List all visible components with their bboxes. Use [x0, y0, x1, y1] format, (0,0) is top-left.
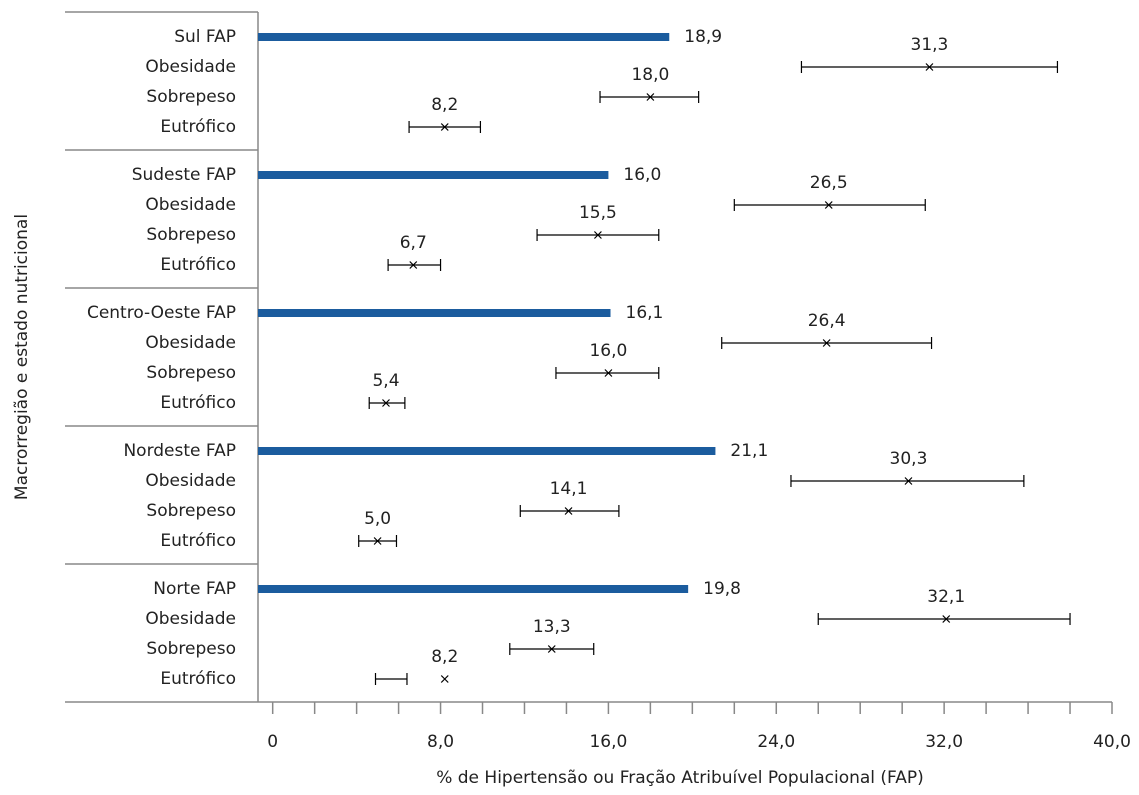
category-label: Obesidade: [145, 471, 236, 491]
point-marker: [593, 231, 602, 239]
x-tick-label: 16,0: [589, 732, 627, 752]
point-marker: [440, 675, 449, 683]
bar-value-label: 21,1: [730, 441, 768, 461]
x-tick-label: 8,0: [427, 732, 454, 752]
category-label: Eutrófico: [160, 255, 236, 275]
point-marker: [440, 123, 449, 131]
point-marker: [824, 201, 833, 209]
category-label: Sobrepeso: [146, 639, 236, 659]
point-value-label: 5,0: [364, 509, 391, 529]
point-value-label: 13,3: [533, 617, 571, 637]
x-tick-label: 24,0: [757, 732, 795, 752]
x-tick-label: 0: [267, 732, 278, 752]
category-label: Obesidade: [145, 57, 236, 77]
point-value-label: 8,2: [431, 647, 458, 667]
point-value-label: 6,7: [400, 233, 427, 253]
x-axis-label: % de Hipertensão ou Fração Atribuível Po…: [436, 768, 924, 788]
point-marker: [604, 369, 613, 377]
point-value-label: 32,1: [927, 587, 965, 607]
x-tick-label: 40,0: [1093, 732, 1131, 752]
bar: [258, 309, 611, 317]
point-marker: [904, 477, 913, 485]
point-value-label: 15,5: [579, 203, 617, 223]
point-marker: [373, 537, 382, 545]
category-label: Sobrepeso: [146, 225, 236, 245]
point-marker: [547, 645, 556, 653]
category-label: Nordeste FAP: [123, 441, 236, 461]
bar: [258, 33, 670, 41]
point-value-label: 26,5: [810, 173, 848, 193]
point-marker: [822, 339, 831, 347]
bar-value-label: 16,1: [626, 303, 664, 323]
point-value-label: 14,1: [550, 479, 588, 499]
x-tick-label: 32,0: [925, 732, 963, 752]
bar-value-label: 19,8: [703, 579, 741, 599]
point-marker: [409, 261, 418, 269]
category-label: Obesidade: [145, 195, 236, 215]
point-marker: [564, 507, 573, 515]
category-label: Eutrófico: [160, 393, 236, 413]
point-value-label: 8,2: [431, 95, 458, 115]
y-axis-label: Macrorregião e estado nutricional: [12, 214, 32, 500]
category-label: Sobrepeso: [146, 363, 236, 383]
point-marker: [942, 615, 951, 623]
point-value-label: 31,3: [911, 35, 949, 55]
bar: [258, 171, 609, 179]
category-label: Sobrepeso: [146, 501, 236, 521]
point-value-label: 26,4: [808, 311, 846, 331]
point-marker: [925, 63, 934, 71]
point-value-label: 30,3: [890, 449, 928, 469]
bar: [258, 585, 689, 593]
category-label: Sobrepeso: [146, 87, 236, 107]
point-marker: [382, 399, 390, 407]
bar-value-label: 18,9: [684, 27, 722, 47]
point-value-label: 16,0: [589, 341, 627, 361]
point-marker: [646, 93, 655, 101]
bar: [258, 447, 716, 455]
category-label: Eutrófico: [160, 531, 236, 551]
category-label: Sul FAP: [174, 27, 236, 47]
category-label: Norte FAP: [153, 579, 236, 599]
point-value-label: 5,4: [372, 371, 399, 391]
category-label: Eutrófico: [160, 117, 236, 137]
category-label: Obesidade: [145, 333, 236, 353]
point-value-label: 18,0: [631, 65, 669, 85]
category-label: Obesidade: [145, 609, 236, 629]
category-label: Centro-Oeste FAP: [87, 303, 236, 323]
category-label: Sudeste FAP: [132, 165, 236, 185]
category-label: Eutrófico: [160, 669, 236, 689]
bar-value-label: 16,0: [623, 165, 661, 185]
